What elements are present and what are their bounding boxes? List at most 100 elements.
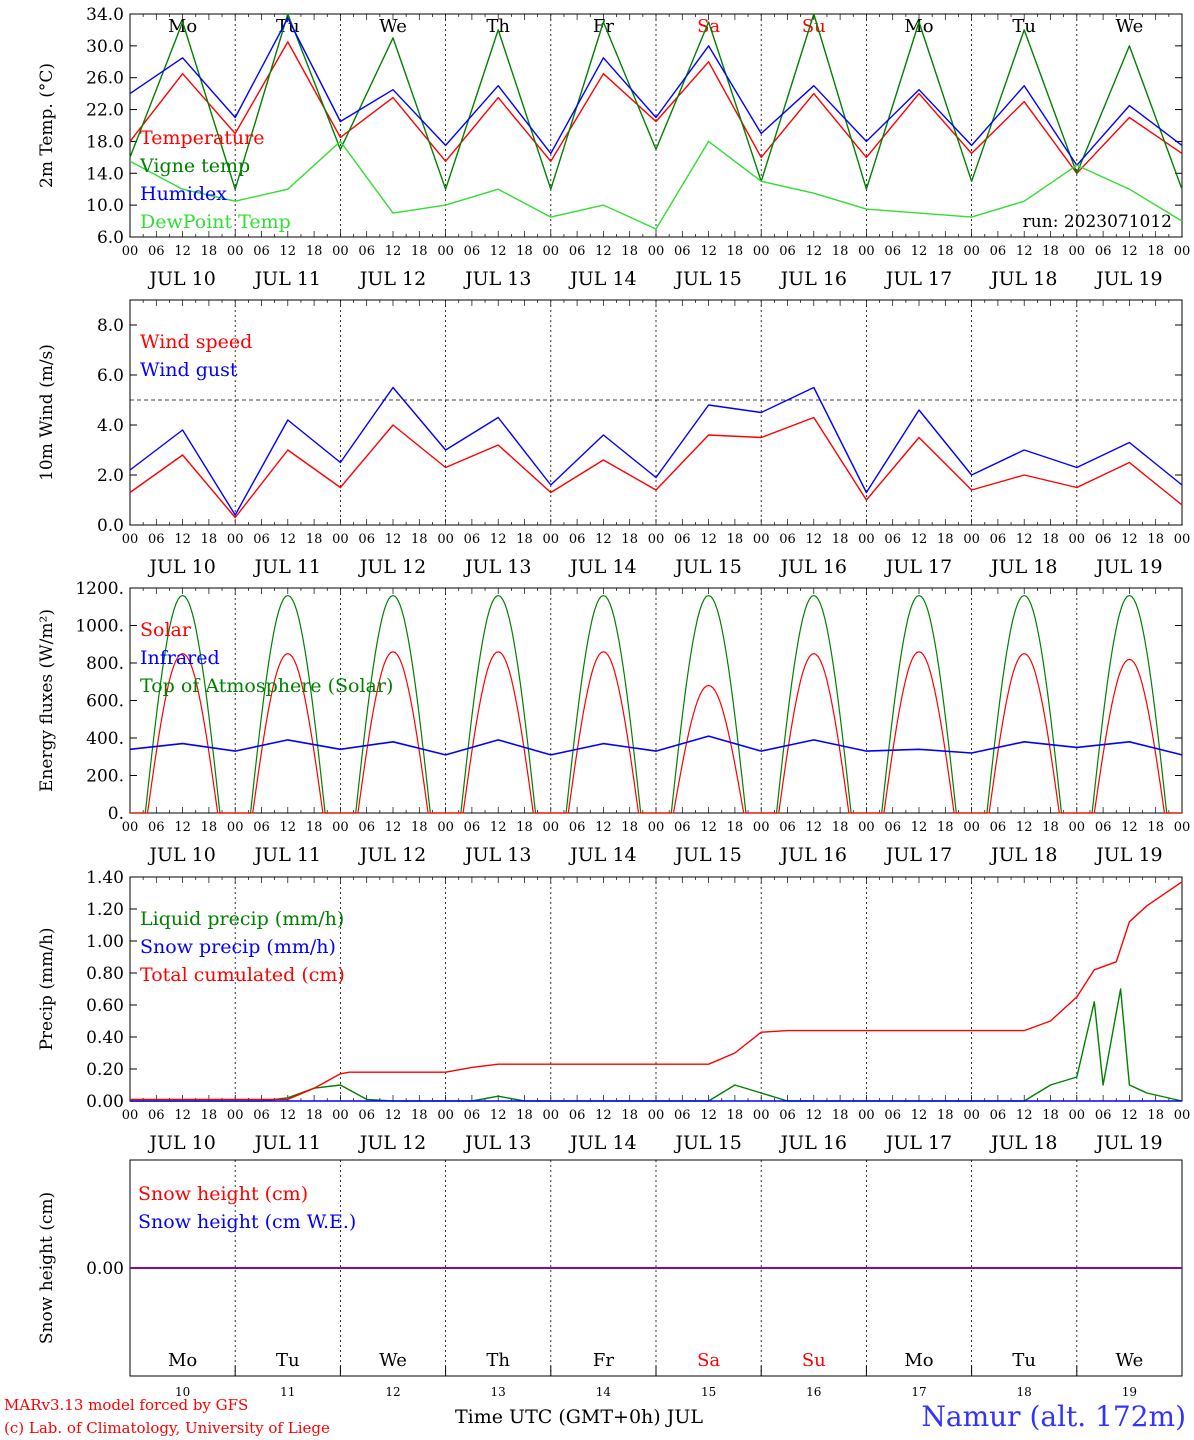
day-label: JUL 13 bbox=[463, 1132, 531, 1154]
day-label: JUL 10 bbox=[147, 844, 215, 866]
y-tick-label: 600. bbox=[86, 692, 124, 712]
hour-tick-label: 12 bbox=[911, 1108, 928, 1123]
hour-tick-label: 06 bbox=[674, 820, 691, 835]
y-axis-title: 10m Wind (m/s) bbox=[37, 344, 57, 481]
hour-tick-label: 00 bbox=[1069, 1108, 1086, 1123]
y-tick-label: 400. bbox=[86, 729, 124, 749]
weekday-label: We bbox=[379, 16, 407, 37]
day-label: JUL 15 bbox=[673, 556, 741, 578]
hour-tick-label: 12 bbox=[174, 532, 191, 547]
hour-tick-label: 12 bbox=[1121, 532, 1138, 547]
day-label: JUL 11 bbox=[253, 844, 321, 866]
hour-tick-label: 12 bbox=[490, 244, 507, 259]
y-tick-label: 1000. bbox=[75, 617, 124, 637]
hour-tick-label: 12 bbox=[595, 532, 612, 547]
weekday-label: We bbox=[379, 1350, 407, 1371]
day-label: JUL 18 bbox=[989, 1132, 1057, 1154]
hour-tick-label: 00 bbox=[648, 244, 665, 259]
day-number: 17 bbox=[911, 1385, 926, 1399]
hour-tick-label: 18 bbox=[1042, 244, 1059, 259]
legend-humidex: Humidex bbox=[140, 183, 227, 205]
hour-tick-label: 18 bbox=[832, 244, 849, 259]
hour-tick-label: 18 bbox=[516, 532, 533, 547]
hour-tick-label: 12 bbox=[700, 244, 717, 259]
hour-tick-label: 06 bbox=[148, 244, 165, 259]
hour-tick-label: 00 bbox=[648, 820, 665, 835]
hour-tick-label: 00 bbox=[227, 820, 244, 835]
hour-tick-label: 00 bbox=[858, 532, 875, 547]
day-label: JUL 13 bbox=[463, 556, 531, 578]
station-name: Namur (alt. 172m) bbox=[921, 1400, 1186, 1433]
y-tick-label: 0.40 bbox=[86, 1028, 124, 1048]
day-label: JUL 10 bbox=[147, 268, 215, 290]
hour-tick-label: 00 bbox=[543, 1108, 560, 1123]
hour-tick-label: 06 bbox=[1095, 532, 1112, 547]
day-label: JUL 17 bbox=[884, 1132, 952, 1154]
hour-tick-label: 06 bbox=[674, 1108, 691, 1123]
hour-tick-label: 12 bbox=[595, 820, 612, 835]
hour-tick-label: 06 bbox=[253, 1108, 270, 1123]
y-tick-label: 1.00 bbox=[86, 932, 124, 952]
hour-tick-label: 12 bbox=[595, 1108, 612, 1123]
hour-tick-label: 06 bbox=[253, 820, 270, 835]
hour-tick-label: 18 bbox=[832, 1108, 849, 1123]
hour-tick-label: 06 bbox=[569, 1108, 586, 1123]
legend-temperature: Temperature bbox=[140, 127, 264, 149]
hour-tick-label: 18 bbox=[1042, 820, 1059, 835]
hour-tick-label: 00 bbox=[963, 820, 980, 835]
hour-tick-label: 12 bbox=[280, 820, 297, 835]
legend-snow-precip-mm-h-: Snow precip (mm/h) bbox=[140, 936, 336, 958]
hour-tick-label: 12 bbox=[806, 244, 823, 259]
hour-tick-label: 00 bbox=[1174, 532, 1191, 547]
day-label: JUL 12 bbox=[358, 556, 426, 578]
legend-wind-speed: Wind speed bbox=[140, 331, 252, 353]
hour-tick-label: 18 bbox=[201, 1108, 218, 1123]
day-label: JUL 16 bbox=[779, 1132, 847, 1154]
hour-tick-label: 18 bbox=[1147, 820, 1164, 835]
day-number: 14 bbox=[596, 1385, 612, 1399]
hour-tick-label: 12 bbox=[174, 820, 191, 835]
y-tick-label: 2.0 bbox=[97, 466, 124, 486]
hour-tick-label: 18 bbox=[727, 820, 744, 835]
day-label: JUL 19 bbox=[1094, 268, 1162, 290]
hour-tick-label: 12 bbox=[490, 532, 507, 547]
y-tick-label: 6.0 bbox=[97, 366, 124, 386]
hour-tick-label: 12 bbox=[490, 820, 507, 835]
hour-tick-label: 12 bbox=[806, 1108, 823, 1123]
hour-tick-label: 00 bbox=[122, 244, 139, 259]
legend-wind-gust: Wind gust bbox=[140, 359, 238, 381]
day-label: JUL 10 bbox=[147, 1132, 215, 1154]
hour-tick-label: 18 bbox=[727, 244, 744, 259]
day-number: 18 bbox=[1017, 1385, 1032, 1399]
weekday-label: Th bbox=[486, 16, 510, 37]
day-label: JUL 18 bbox=[989, 268, 1057, 290]
run-annotation: run: 2023071012 bbox=[1023, 212, 1172, 232]
hour-tick-label: 12 bbox=[1016, 532, 1033, 547]
day-label: JUL 17 bbox=[884, 844, 952, 866]
day-label: JUL 11 bbox=[253, 556, 321, 578]
y-tick-label: 30.0 bbox=[86, 37, 124, 57]
hour-tick-label: 06 bbox=[358, 244, 375, 259]
hour-tick-label: 18 bbox=[306, 532, 323, 547]
hour-tick-label: 00 bbox=[227, 532, 244, 547]
day-label: JUL 13 bbox=[463, 268, 531, 290]
day-label: JUL 18 bbox=[989, 556, 1057, 578]
hour-tick-label: 00 bbox=[332, 244, 349, 259]
y-axis-title: 2m Temp. (°C) bbox=[37, 63, 57, 188]
day-number: 15 bbox=[701, 1385, 716, 1399]
day-number: 13 bbox=[491, 1385, 506, 1399]
y-tick-label: 34.0 bbox=[86, 5, 124, 25]
weekday-label: Tu bbox=[276, 1350, 300, 1371]
hour-tick-label: 12 bbox=[385, 1108, 402, 1123]
hour-tick-label: 18 bbox=[727, 1108, 744, 1123]
hour-tick-label: 00 bbox=[332, 532, 349, 547]
hour-tick-label: 18 bbox=[201, 820, 218, 835]
hour-tick-label: 06 bbox=[884, 1108, 901, 1123]
hour-tick-label: 06 bbox=[358, 820, 375, 835]
hour-tick-label: 00 bbox=[332, 1108, 349, 1123]
model-credit: MARv3.13 model forced by GFS bbox=[4, 1396, 249, 1414]
hour-tick-label: 06 bbox=[148, 820, 165, 835]
hour-tick-label: 06 bbox=[779, 244, 796, 259]
day-label: JUL 15 bbox=[673, 1132, 741, 1154]
hour-tick-label: 00 bbox=[858, 244, 875, 259]
